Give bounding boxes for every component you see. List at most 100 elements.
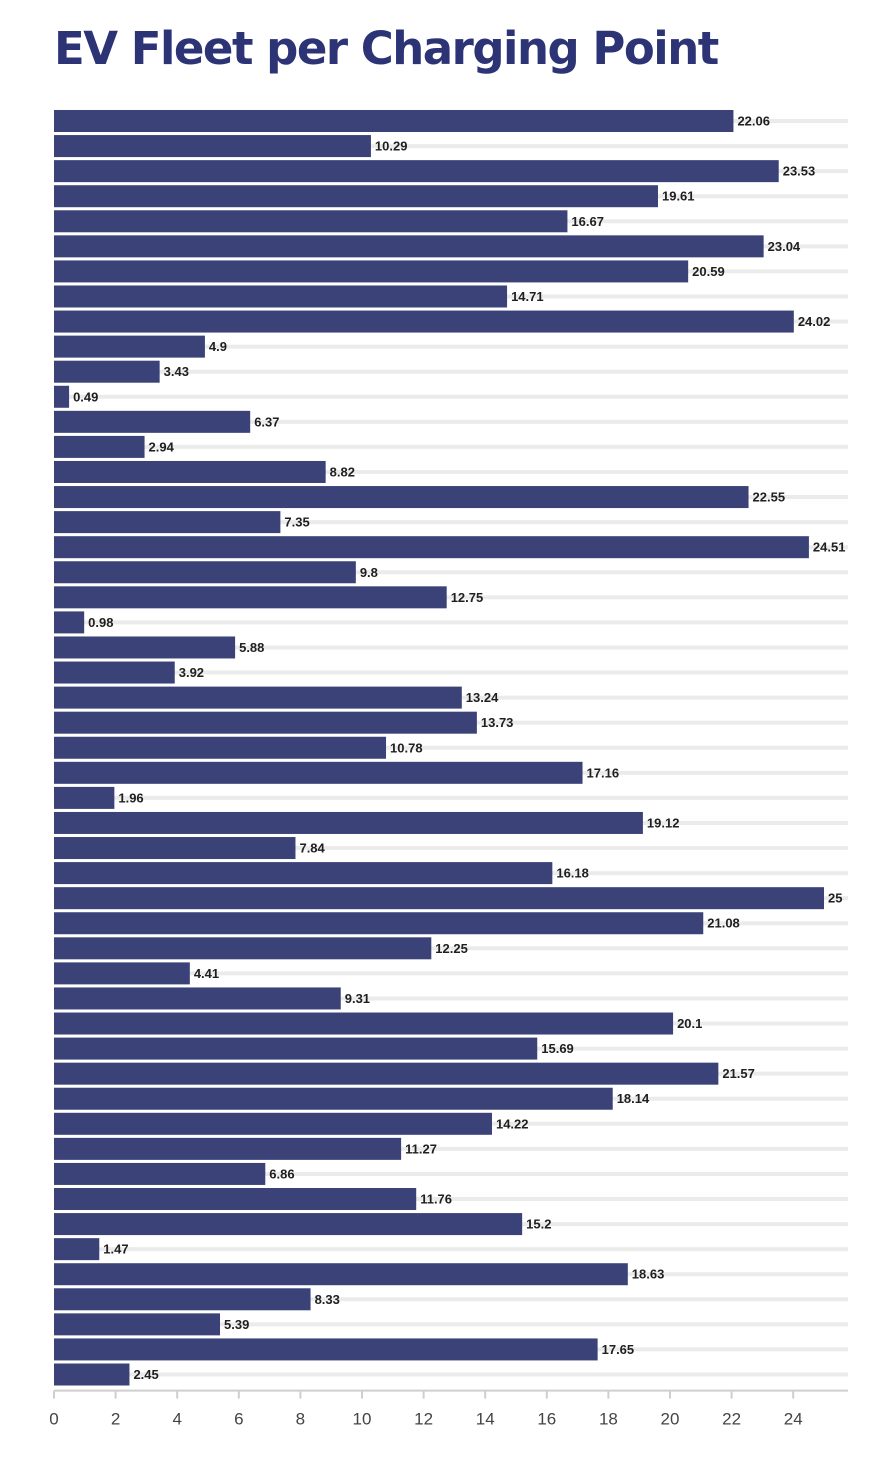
data-label: 21.57	[722, 1066, 755, 1081]
data-label: 0.98	[88, 615, 113, 630]
data-label: 19.12	[647, 815, 680, 830]
bar	[54, 862, 553, 885]
bar	[54, 887, 824, 910]
bar	[54, 435, 145, 458]
bar	[54, 1162, 266, 1185]
data-label: 12.25	[435, 941, 468, 956]
bar	[54, 586, 447, 609]
bar	[54, 185, 658, 208]
x-tick-label: 18	[599, 1410, 618, 1429]
data-label: 23.04	[768, 239, 801, 254]
bar	[54, 1213, 523, 1236]
bar	[54, 460, 326, 483]
x-tick-label: 24	[784, 1410, 803, 1429]
bar	[54, 360, 160, 383]
x-tick-label: 16	[537, 1410, 556, 1429]
bar	[54, 1188, 417, 1211]
x-tick-label: 14	[476, 1410, 495, 1429]
bar	[54, 1112, 492, 1135]
data-label: 25	[828, 891, 842, 906]
data-label: 11.76	[420, 1192, 452, 1207]
data-label: 3.92	[179, 665, 204, 680]
bar	[54, 711, 477, 734]
chart-title: EV Fleet per Charging Point	[54, 22, 719, 75]
data-label: 13.73	[481, 715, 514, 730]
data-label: 15.2	[526, 1217, 551, 1232]
bar	[54, 1137, 402, 1160]
bar	[54, 912, 704, 935]
bar	[54, 1263, 628, 1286]
x-tick-label: 2	[111, 1410, 120, 1429]
data-label: 13.24	[466, 690, 499, 705]
bar	[54, 210, 568, 233]
data-label: 19.61	[662, 189, 695, 204]
data-label: 23.53	[783, 164, 816, 179]
data-label: 22.06	[737, 114, 770, 129]
bar	[54, 1087, 613, 1110]
bar	[54, 987, 341, 1010]
data-label: 6.37	[254, 414, 279, 429]
x-tick-label: 8	[296, 1410, 305, 1429]
data-label: 0.49	[73, 389, 98, 404]
data-label: 8.33	[315, 1292, 340, 1307]
data-label: 16.67	[571, 214, 604, 229]
bar	[54, 661, 175, 684]
bar	[54, 962, 190, 985]
x-tick-label: 4	[172, 1410, 181, 1429]
bar	[54, 511, 281, 534]
bar	[54, 786, 115, 809]
data-label: 10.78	[390, 740, 423, 755]
x-tick-label: 0	[49, 1410, 58, 1429]
data-label: 22.55	[753, 490, 786, 505]
bar	[54, 837, 296, 860]
data-label: 6.86	[269, 1166, 294, 1181]
bar	[54, 410, 251, 433]
data-label: 14.22	[496, 1116, 529, 1131]
data-label: 21.08	[707, 916, 740, 931]
data-label: 1.96	[118, 790, 143, 805]
bar	[54, 686, 462, 709]
data-label: 3.43	[164, 364, 189, 379]
bar	[54, 235, 764, 258]
x-tick-label: 12	[414, 1410, 433, 1429]
bar	[54, 385, 70, 408]
bar	[54, 110, 734, 132]
data-label: 1.47	[103, 1242, 128, 1257]
data-label: 5.88	[239, 640, 264, 655]
bar	[54, 1012, 674, 1035]
data-label: 9.8	[360, 565, 378, 580]
bar	[54, 736, 387, 759]
data-label: 9.31	[345, 991, 370, 1006]
x-tick-label: 22	[722, 1410, 741, 1429]
data-label: 7.84	[299, 841, 325, 856]
x-tick-label: 10	[353, 1410, 372, 1429]
data-label: 24.51	[813, 540, 846, 555]
data-label: 10.29	[375, 139, 408, 154]
data-label: 4.41	[194, 966, 219, 981]
bar	[54, 761, 583, 784]
data-label: 12.75	[451, 590, 484, 605]
x-tick-label: 20	[661, 1410, 680, 1429]
bar	[54, 1037, 538, 1060]
data-label: 16.18	[556, 866, 589, 881]
data-label: 20.1	[677, 1016, 702, 1031]
bar	[54, 1338, 598, 1361]
data-label: 18.14	[617, 1091, 650, 1106]
data-label: 8.82	[330, 464, 355, 479]
bar	[54, 611, 85, 634]
bar	[54, 1238, 100, 1261]
data-label: 17.65	[602, 1342, 635, 1357]
bar	[54, 310, 794, 333]
bar	[54, 335, 205, 358]
data-label: 18.63	[632, 1267, 665, 1282]
data-label: 11.27	[405, 1141, 437, 1156]
bar	[54, 1288, 311, 1311]
data-label: 14.71	[511, 289, 544, 304]
bar	[54, 1062, 719, 1085]
bar	[54, 811, 643, 834]
data-label: 2.45	[133, 1367, 158, 1382]
data-label: 24.02	[798, 314, 831, 329]
bar	[54, 260, 689, 283]
bar	[54, 1313, 221, 1336]
